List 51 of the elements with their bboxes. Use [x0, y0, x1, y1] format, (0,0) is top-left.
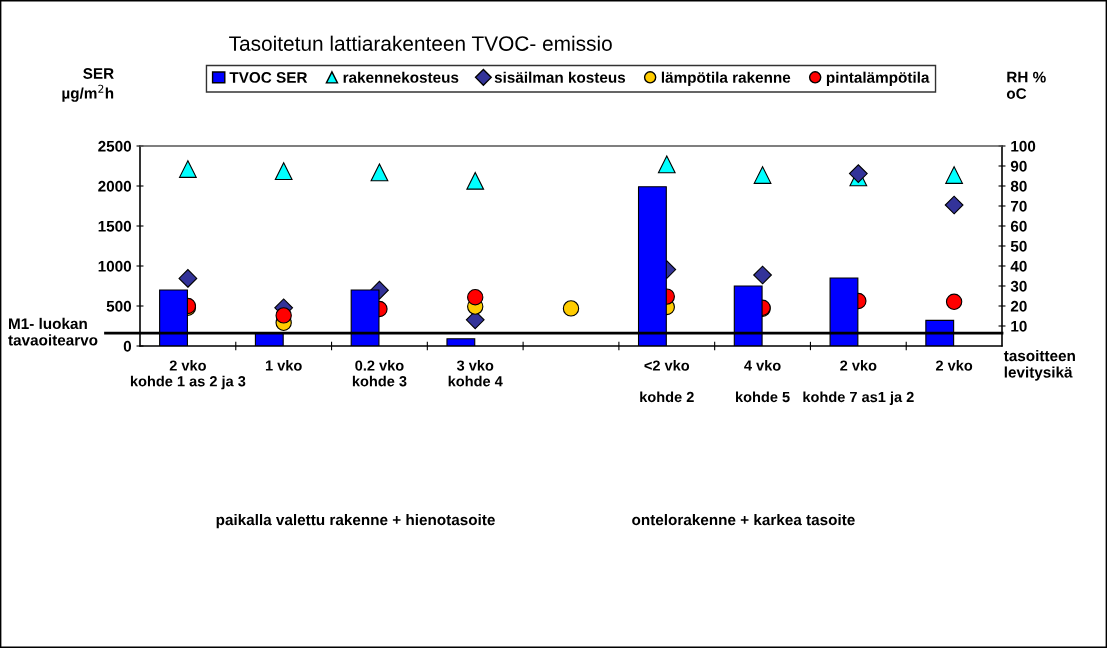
category-label: 4 vko kohde 5	[736, 360, 790, 403]
point	[467, 289, 484, 306]
category-label: 2 vko kohde 7 as1 ja 2	[803, 360, 914, 406]
point	[753, 265, 772, 285]
y2-tick-label: 100	[1011, 140, 1036, 152]
y2-tick-label: 60	[1010, 220, 1027, 232]
point	[370, 163, 389, 182]
x-tick-label: 2 vko	[935, 360, 973, 371]
x-tick-label: 0.2 vko kohde 3	[352, 360, 407, 387]
point	[657, 155, 676, 174]
legend-label: sisäilman kosteus	[494, 71, 626, 83]
category-label: <2 vko kohde 2	[640, 360, 694, 403]
text: tasoitteen levitysikä	[1003, 350, 1075, 381]
y2-tick-label: 30	[1010, 280, 1027, 292]
x-tick-label: 2 vko kohde 1 as 2 ja 3	[130, 360, 246, 390]
y-axis-title: SER µg/m$^{2}$h	[62, 68, 114, 102]
point	[753, 166, 772, 184]
y2-axis-title: RH % oC	[1006, 71, 1046, 99]
ref-line-label: M1- luokan tavaoitearvo	[8, 317, 98, 346]
text: ontelorakenne + karkea tasoite	[632, 514, 855, 526]
y2-tick-label: 50	[1010, 240, 1027, 252]
legend-label: lämpötila rakenne	[661, 71, 791, 86]
legend-label: rakennekosteus	[343, 71, 459, 83]
text: paikalla valettu rakenne + hienotasoite	[216, 514, 495, 529]
y2-tick-label: 40	[1010, 260, 1027, 272]
y-tick-label: 2000	[98, 180, 132, 192]
point	[179, 160, 197, 178]
point	[466, 171, 485, 190]
x-tick-label: 3 vko kohde 4	[448, 360, 503, 387]
point	[562, 300, 580, 317]
y-tick-label: 1000	[98, 260, 132, 272]
x-tick-label: 1 vko	[265, 360, 302, 371]
point	[178, 269, 198, 288]
y-tick-label: 2500	[98, 140, 132, 152]
y2-tick-label: 10	[1011, 320, 1027, 332]
point	[848, 164, 868, 183]
y-tick-label: 500	[106, 300, 132, 312]
y2-tick-label: 70	[1010, 200, 1027, 212]
point	[944, 195, 964, 215]
point	[275, 307, 292, 324]
y2-tick-label: 20	[1010, 300, 1027, 312]
y-tick-label: 0	[123, 340, 132, 352]
point	[945, 166, 963, 184]
y2-tick-label: 80	[1010, 180, 1027, 192]
chart-title: Tasoitetun lattiarakenteen TVOC- emissio	[229, 35, 612, 51]
legend-label: TVOC SER	[229, 72, 308, 83]
y-tick-label: 1500	[98, 220, 132, 232]
point	[945, 293, 963, 310]
legend-label: pintalämpötila	[826, 71, 930, 86]
point	[274, 162, 293, 181]
y2-tick-label: 90	[1010, 160, 1027, 172]
